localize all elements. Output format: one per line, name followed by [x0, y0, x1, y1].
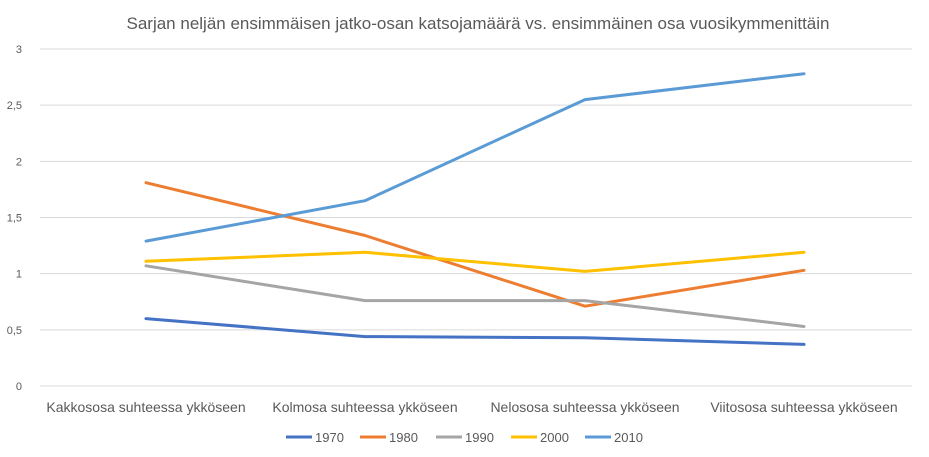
- y-tick-label: 3: [16, 44, 22, 56]
- x-category-label: Nelososa suhteessa ykköseen: [490, 399, 679, 415]
- legend-label-1990: 1990: [465, 430, 494, 445]
- x-category-label: Viitososa suhteessa ykköseen: [710, 399, 897, 415]
- series-lines: [144, 72, 806, 346]
- legend-label-1980: 1980: [389, 430, 418, 445]
- y-tick-label: 1,5: [7, 213, 22, 225]
- legend: 1970 1980 1990 2000 2010: [286, 430, 643, 445]
- series-line-1980: [144, 181, 806, 308]
- chart-title: Sarjan neljän ensimmäisen jatko-osan kat…: [127, 14, 830, 33]
- y-tick-label: 2,5: [7, 100, 22, 112]
- y-axis-ticks: 0 0,5 1 1,5 2 2,5 3: [7, 44, 22, 393]
- y-tick-label: 0,5: [7, 325, 22, 337]
- y-tick-label: 2: [16, 156, 22, 168]
- gridlines: [40, 48, 912, 331]
- legend-label-1970: 1970: [315, 430, 344, 445]
- legend-label-2010: 2010: [614, 430, 643, 445]
- series-line-2000: [144, 250, 806, 273]
- x-category-label: Kolmosa suhteessa ykköseen: [272, 399, 457, 415]
- x-category-label: Kakkososa suhteessa ykköseen: [46, 399, 245, 415]
- y-tick-label: 0: [16, 381, 22, 393]
- series-line-2010: [144, 72, 806, 243]
- legend-label-2000: 2000: [540, 430, 569, 445]
- x-axis-categories: Kakkososa suhteessa ykköseen Kolmosa suht…: [46, 399, 897, 415]
- series-line-1970: [144, 317, 806, 346]
- y-tick-label: 1: [16, 269, 22, 281]
- series-line-1990: [144, 264, 806, 328]
